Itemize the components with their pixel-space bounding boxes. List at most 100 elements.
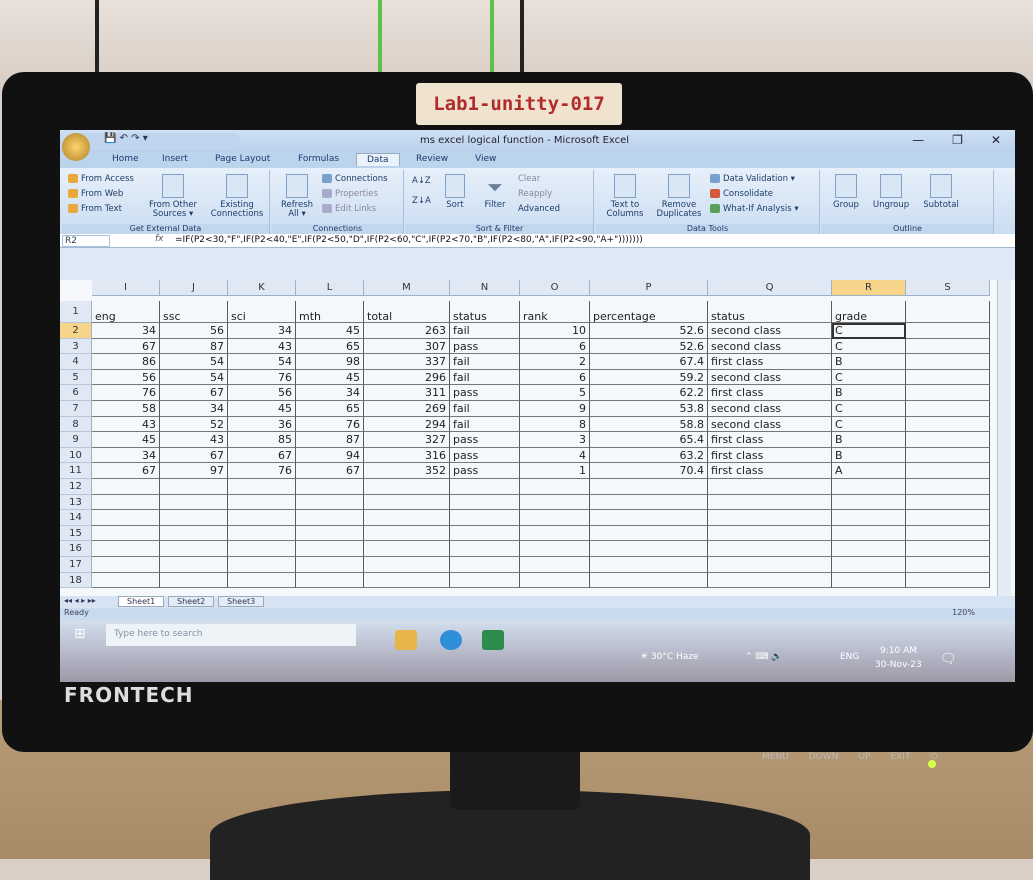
- cell-J4[interactable]: 54: [160, 354, 228, 370]
- cell-P10[interactable]: 63.2: [590, 447, 708, 464]
- cell-I11[interactable]: 67: [92, 463, 160, 479]
- cell-N2[interactable]: fail: [450, 323, 520, 339]
- cell-I6[interactable]: 76: [92, 385, 160, 401]
- cell-L9[interactable]: 87: [296, 432, 364, 448]
- cell-I4[interactable]: 86: [92, 354, 160, 370]
- cell-J17[interactable]: [160, 557, 228, 573]
- cell-O4[interactable]: 2: [520, 354, 590, 370]
- cell-M3[interactable]: 307: [364, 338, 450, 355]
- cell-Q3[interactable]: second class: [708, 338, 832, 355]
- cell-P4[interactable]: 67.4: [590, 354, 708, 370]
- column-title-cell[interactable]: rank: [520, 301, 590, 323]
- vertical-scrollbar[interactable]: [997, 280, 1011, 596]
- column-title-cell[interactable]: percentage: [590, 301, 708, 323]
- cell-N11[interactable]: pass: [450, 463, 520, 479]
- cell-S18[interactable]: [906, 572, 990, 589]
- sort-button[interactable]: Sort: [440, 174, 470, 210]
- cell-N16[interactable]: [450, 541, 520, 557]
- cell-Q11[interactable]: first class: [708, 463, 832, 479]
- cell-R16[interactable]: [832, 541, 906, 557]
- cell-L11[interactable]: 67: [296, 463, 364, 479]
- edge-browser-icon[interactable]: [440, 630, 462, 650]
- cell-O11[interactable]: 1: [520, 463, 590, 479]
- cell-P15[interactable]: [590, 525, 708, 542]
- cell-N18[interactable]: [450, 572, 520, 589]
- cell-L14[interactable]: [296, 510, 364, 526]
- office-button[interactable]: [62, 133, 90, 161]
- monitor-exit-button[interactable]: EXIT: [890, 752, 911, 762]
- column-header-m[interactable]: M: [364, 280, 450, 296]
- name-box[interactable]: R2: [62, 235, 110, 247]
- cell-P3[interactable]: 52.6: [590, 338, 708, 355]
- cell-R7[interactable]: C: [832, 401, 906, 417]
- cell-P18[interactable]: [590, 572, 708, 589]
- cell-L4[interactable]: 98: [296, 354, 364, 370]
- from-text-button[interactable]: From Text: [68, 204, 122, 214]
- cell-O14[interactable]: [520, 510, 590, 526]
- cell-N15[interactable]: [450, 525, 520, 542]
- cell-K2[interactable]: 34: [228, 323, 296, 339]
- column-title-cell[interactable]: eng: [92, 301, 160, 323]
- cell-Q16[interactable]: [708, 541, 832, 557]
- row-header-8[interactable]: 8: [60, 416, 92, 433]
- cell-O9[interactable]: 3: [520, 432, 590, 448]
- cell-R12[interactable]: [832, 479, 906, 495]
- cell-P16[interactable]: [590, 541, 708, 557]
- weather-widget[interactable]: ☀ 30°C Haze: [640, 652, 699, 662]
- tab-formulas[interactable]: Formulas: [298, 154, 340, 164]
- cell-S8[interactable]: [906, 416, 990, 433]
- cell-O8[interactable]: 8: [520, 416, 590, 433]
- cell-S11[interactable]: [906, 463, 990, 479]
- refresh-all-button[interactable]: Refresh All ▾: [276, 174, 318, 219]
- cell-K9[interactable]: 85: [228, 432, 296, 448]
- cell-J11[interactable]: 97: [160, 463, 228, 479]
- cell-K5[interactable]: 76: [228, 369, 296, 386]
- row-header-1[interactable]: 1: [60, 301, 92, 323]
- cell-O13[interactable]: [520, 494, 590, 511]
- cell-S3[interactable]: [906, 338, 990, 355]
- cell-Q15[interactable]: [708, 525, 832, 542]
- sort-descending-button[interactable]: Z↓A: [412, 196, 431, 206]
- column-header-q[interactable]: Q: [708, 280, 832, 296]
- minimize-button[interactable]: —: [912, 133, 925, 147]
- cell-O7[interactable]: 9: [520, 401, 590, 417]
- cell-Q5[interactable]: second class: [708, 369, 832, 386]
- row-header-14[interactable]: 14: [60, 510, 92, 526]
- cell-S16[interactable]: [906, 541, 990, 557]
- cell-J18[interactable]: [160, 572, 228, 589]
- row-header-6[interactable]: 6: [60, 385, 92, 401]
- cell-L18[interactable]: [296, 572, 364, 589]
- row-header-17[interactable]: 17: [60, 557, 92, 573]
- cell-R11[interactable]: A: [832, 463, 906, 479]
- cell-O17[interactable]: [520, 557, 590, 573]
- cell-J5[interactable]: 54: [160, 369, 228, 386]
- cell-M12[interactable]: [364, 479, 450, 495]
- cell-S5[interactable]: [906, 369, 990, 386]
- cell-I3[interactable]: 67: [92, 338, 160, 355]
- tab-view[interactable]: View: [475, 154, 497, 164]
- cell-R8[interactable]: C: [832, 416, 906, 433]
- column-header-r[interactable]: R: [832, 280, 906, 296]
- cell-O5[interactable]: 6: [520, 369, 590, 386]
- formula-input[interactable]: =IF(P2<30,"F",IF(P2<40,"E",IF(P2<50,"D",…: [175, 235, 643, 245]
- cell-P12[interactable]: [590, 479, 708, 495]
- column-header-s[interactable]: S: [906, 280, 990, 296]
- clock-date[interactable]: 30-Nov-23: [875, 660, 922, 670]
- cell-I9[interactable]: 45: [92, 432, 160, 448]
- cell-O15[interactable]: [520, 525, 590, 542]
- row-header-5[interactable]: 5: [60, 369, 92, 386]
- cell-N7[interactable]: fail: [450, 401, 520, 417]
- cell-J8[interactable]: 52: [160, 416, 228, 433]
- cell-I12[interactable]: [92, 479, 160, 495]
- cell-I14[interactable]: [92, 510, 160, 526]
- cell-M18[interactable]: [364, 572, 450, 589]
- tab-review[interactable]: Review: [416, 154, 449, 164]
- cell-K13[interactable]: [228, 494, 296, 511]
- tab-home[interactable]: Home: [112, 154, 139, 164]
- edit-links-button[interactable]: Edit Links: [322, 204, 376, 214]
- row-header-9[interactable]: 9: [60, 432, 92, 448]
- cell-R10[interactable]: B: [832, 447, 906, 464]
- cell-Q6[interactable]: first class: [708, 385, 832, 401]
- excel-taskbar-icon[interactable]: [482, 630, 504, 650]
- column-title-cell[interactable]: grade: [832, 301, 906, 323]
